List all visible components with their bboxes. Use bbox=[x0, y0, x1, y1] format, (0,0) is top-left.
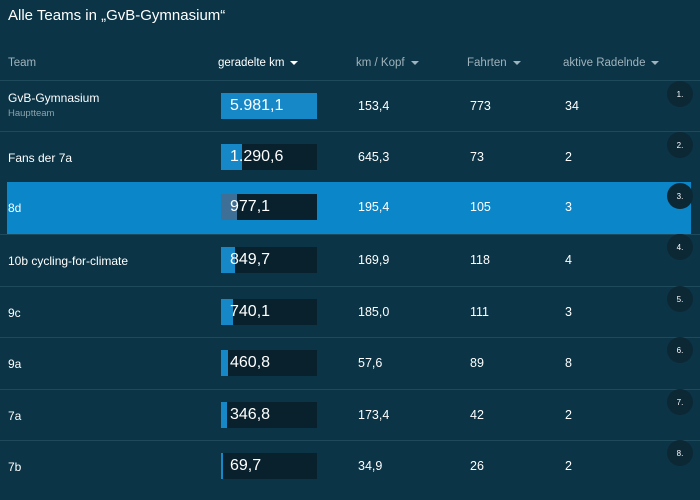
column-header-team: Team bbox=[8, 57, 36, 69]
km-value: 977,1 bbox=[230, 198, 271, 215]
trips-value: 111 bbox=[470, 305, 490, 319]
rank-badge: 7. bbox=[667, 389, 693, 415]
column-header-km-per-head[interactable]: km / Kopf bbox=[356, 57, 419, 69]
active-riders-value: 2 bbox=[565, 408, 572, 422]
rank-badge: 5. bbox=[667, 286, 693, 312]
km-value: 346,8 bbox=[230, 406, 271, 423]
active-riders-value: 8 bbox=[565, 356, 572, 370]
table-row[interactable]: 9a 460,8 57,6 89 8 bbox=[0, 337, 700, 388]
km-value: 1.290,6 bbox=[230, 148, 284, 165]
km-per-head-value: 169,9 bbox=[358, 253, 390, 267]
km-per-head-value: 195,4 bbox=[358, 200, 390, 214]
km-bar-fill bbox=[221, 299, 233, 325]
km-bar-fill bbox=[221, 144, 242, 170]
km-bar-fill bbox=[221, 93, 317, 119]
team-name: 9c bbox=[8, 306, 21, 320]
km-bar: 1.290,6 bbox=[221, 144, 317, 170]
column-header-label: aktive Radelnde bbox=[563, 57, 646, 69]
table-row[interactable]: 7b 69,7 34,9 26 2 bbox=[0, 440, 700, 491]
km-per-head-value: 185,0 bbox=[358, 305, 390, 319]
km-bar: 460,8 bbox=[221, 350, 317, 376]
active-riders-value: 2 bbox=[565, 150, 572, 164]
team-name: Fans der 7a bbox=[8, 151, 73, 165]
active-riders-value: 2 bbox=[565, 459, 572, 473]
km-bar-fill bbox=[221, 453, 223, 479]
team-name: 9a bbox=[8, 357, 22, 371]
rank-badge: 2. bbox=[667, 132, 693, 158]
sort-caret-icon bbox=[651, 60, 660, 65]
trips-value: 773 bbox=[470, 99, 491, 113]
team-name: 8d bbox=[8, 201, 22, 215]
active-riders-value: 3 bbox=[565, 200, 572, 214]
trips-value: 42 bbox=[470, 408, 484, 422]
km-per-head-value: 34,9 bbox=[358, 459, 383, 473]
table-header: Team geradelte km km / Kopf Fahrten akti… bbox=[0, 54, 700, 74]
column-header-label: Fahrten bbox=[467, 57, 507, 69]
trips-value: 73 bbox=[470, 150, 484, 164]
km-bar-fill bbox=[221, 194, 237, 220]
table-row[interactable]: 10b cycling-for-climate 849,7 169,9 118 4 bbox=[0, 234, 700, 285]
km-value: 69,7 bbox=[230, 457, 262, 474]
km-per-head-value: 645,3 bbox=[358, 150, 390, 164]
team-name: GvB-Gymnasium bbox=[8, 91, 100, 105]
rank-badge: 4. bbox=[667, 234, 693, 260]
rank-badge: 3. bbox=[667, 183, 693, 209]
km-bar: 849,7 bbox=[221, 247, 317, 273]
km-value: 740,1 bbox=[230, 303, 271, 320]
team-name: 7b bbox=[8, 460, 22, 474]
column-header-active-riders[interactable]: aktive Radelnde bbox=[563, 57, 660, 69]
rank-badge: 1. bbox=[667, 81, 693, 107]
km-value: 460,8 bbox=[230, 354, 271, 371]
trips-value: 105 bbox=[470, 200, 491, 214]
km-per-head-value: 57,6 bbox=[358, 356, 383, 370]
table-row[interactable]: 8d 977,1 195,4 105 3 bbox=[7, 182, 691, 234]
page-title: Alle Teams in „GvB-Gymnasium“ bbox=[8, 7, 226, 24]
km-bar-fill bbox=[221, 350, 228, 376]
column-header-label: geradelte km bbox=[218, 57, 285, 69]
km-bar: 740,1 bbox=[221, 299, 317, 325]
trips-value: 26 bbox=[470, 459, 484, 473]
trips-value: 118 bbox=[470, 253, 490, 267]
sort-caret-icon bbox=[512, 60, 521, 65]
km-bar: 69,7 bbox=[221, 453, 317, 479]
active-riders-value: 4 bbox=[565, 253, 572, 267]
active-riders-value: 34 bbox=[565, 99, 579, 113]
column-header-km[interactable]: geradelte km bbox=[218, 57, 299, 69]
km-per-head-value: 153,4 bbox=[358, 99, 390, 113]
trips-value: 89 bbox=[470, 356, 484, 370]
team-name: 10b cycling-for-climate bbox=[8, 254, 129, 268]
active-riders-value: 3 bbox=[565, 305, 572, 319]
km-value: 5.981,1 bbox=[230, 97, 284, 114]
table-row[interactable]: 7a 346,8 173,4 42 2 bbox=[0, 389, 700, 440]
km-value: 849,7 bbox=[230, 251, 271, 268]
rank-badge: 6. bbox=[667, 337, 693, 363]
table-row[interactable]: Fans der 7a 1.290,6 645,3 73 2 bbox=[0, 131, 700, 182]
km-bar-fill bbox=[221, 247, 235, 273]
rank-badge: 8. bbox=[667, 440, 693, 466]
column-header-trips[interactable]: Fahrten bbox=[467, 57, 521, 69]
team-subtitle: Hauptteam bbox=[8, 108, 55, 119]
km-bar-fill bbox=[221, 402, 227, 428]
column-header-label: km / Kopf bbox=[356, 57, 405, 69]
km-per-head-value: 173,4 bbox=[358, 408, 390, 422]
table-row[interactable]: GvB-Gymnasium Hauptteam 5.981,1 153,4 773 34 bbox=[0, 80, 700, 131]
km-bar: 977,1 bbox=[221, 194, 317, 220]
km-bar: 346,8 bbox=[221, 402, 317, 428]
sort-caret-icon bbox=[290, 60, 299, 65]
table-row[interactable]: 9c 740,1 185,0 111 3 bbox=[0, 286, 700, 337]
km-bar: 5.981,1 bbox=[221, 93, 317, 119]
column-header-label: Team bbox=[8, 57, 37, 69]
sort-caret-icon bbox=[410, 60, 419, 65]
team-name: 7a bbox=[8, 409, 22, 423]
